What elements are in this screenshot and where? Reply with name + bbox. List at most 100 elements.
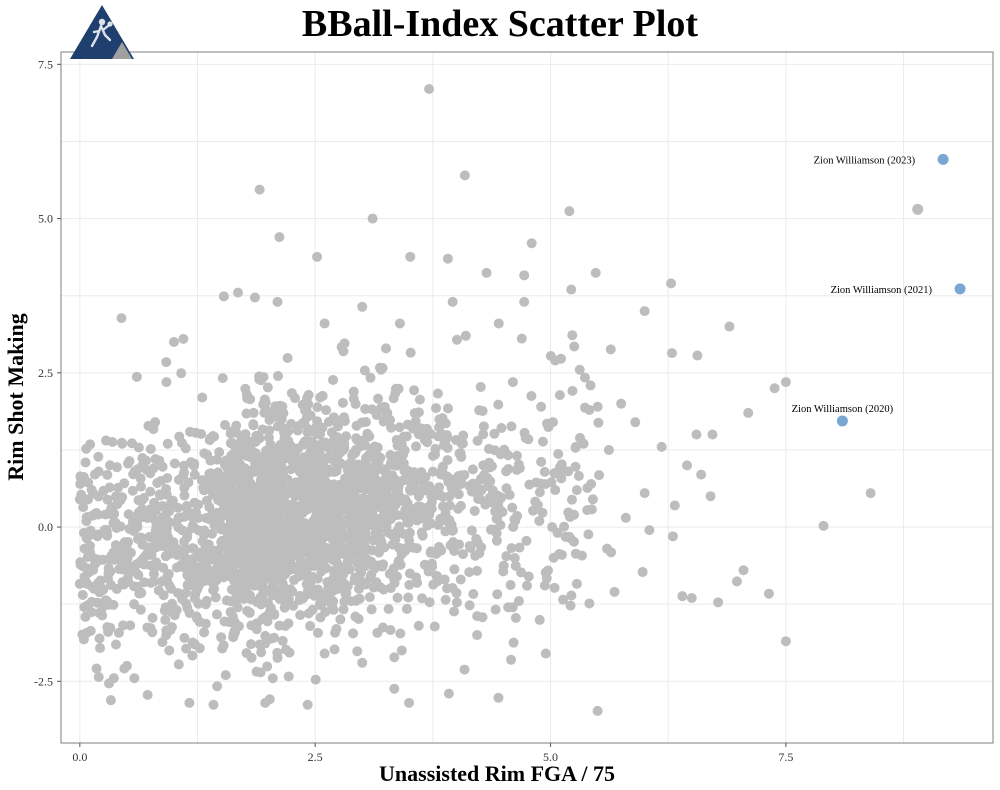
data-point (481, 267, 492, 278)
data-point (248, 407, 259, 418)
data-point (210, 484, 221, 495)
data-point (606, 547, 617, 558)
data-point (314, 449, 325, 460)
data-point (468, 589, 479, 600)
data-point (381, 343, 392, 354)
data-point (354, 583, 365, 594)
data-point (299, 436, 310, 447)
data-point (134, 588, 145, 599)
data-point (129, 673, 140, 684)
data-point (93, 491, 104, 502)
data-point (219, 616, 230, 627)
data-point (274, 506, 285, 517)
data-point (466, 486, 477, 497)
data-point (505, 580, 516, 591)
data-point (429, 621, 440, 632)
data-point (420, 472, 431, 483)
data-point (165, 625, 176, 636)
x-tick-label: 0.0 (72, 750, 87, 764)
data-point (78, 502, 89, 513)
data-point (443, 688, 454, 699)
data-point (77, 589, 88, 600)
data-point (468, 478, 479, 489)
data-point (335, 499, 346, 510)
data-point (404, 527, 415, 538)
data-point (263, 585, 274, 596)
data-point (87, 510, 98, 521)
data-point (302, 502, 313, 513)
data-point (126, 438, 137, 449)
data-point (348, 628, 359, 639)
data-point (240, 429, 251, 440)
data-point (506, 543, 517, 554)
data-point (208, 699, 219, 710)
data-point (472, 630, 483, 641)
data-point (352, 646, 363, 657)
data-point (616, 398, 627, 409)
data-point (377, 479, 388, 490)
data-point (262, 661, 273, 672)
data-point (231, 420, 242, 431)
data-point (552, 527, 563, 538)
data-point (491, 535, 502, 546)
data-point (865, 488, 876, 499)
data-point (567, 385, 578, 396)
data-point (242, 548, 253, 559)
data-point (508, 637, 519, 648)
data-point (493, 318, 504, 329)
data-point (436, 545, 447, 556)
data-point (319, 489, 330, 500)
data-point (493, 692, 504, 703)
data-point (393, 557, 404, 568)
data-point (105, 622, 116, 633)
data-point (442, 455, 453, 466)
data-point (265, 439, 276, 450)
data-point (489, 428, 500, 439)
point-label: Zion Williamson (2023) (814, 155, 916, 166)
data-point (161, 357, 172, 368)
data-point (367, 213, 378, 224)
data-point (217, 373, 228, 384)
data-point (93, 672, 104, 683)
data-point (536, 401, 547, 412)
data-point (135, 604, 146, 615)
data-point (316, 539, 327, 550)
data-point (564, 206, 575, 217)
data-point (442, 253, 453, 264)
data-point (163, 532, 174, 543)
data-point (266, 410, 277, 421)
data-point (362, 428, 373, 439)
y-tick-label: 0.0 (38, 520, 53, 534)
highlighted-point (954, 283, 966, 295)
data-point (432, 388, 443, 399)
data-point (434, 482, 445, 493)
data-point (187, 650, 198, 661)
data-point (707, 429, 718, 440)
point-label: Zion Williamson (2021) (831, 285, 933, 296)
data-point (204, 553, 215, 564)
data-point (267, 673, 278, 684)
data-point (229, 575, 240, 586)
data-point (331, 578, 342, 589)
data-point (124, 456, 135, 467)
data-point (394, 438, 405, 449)
data-point (167, 495, 178, 506)
data-point (81, 443, 92, 454)
data-point (169, 458, 180, 469)
data-point (254, 639, 265, 650)
data-point (440, 594, 451, 605)
data-point (286, 532, 297, 543)
data-point (100, 509, 111, 520)
data-point (295, 610, 306, 621)
data-point (113, 482, 124, 493)
data-point (225, 532, 236, 543)
data-point (121, 548, 132, 559)
data-point (96, 598, 107, 609)
data-point (375, 502, 386, 513)
data-point (159, 522, 170, 533)
highlighted-points (836, 153, 966, 427)
data-point (202, 449, 213, 460)
data-point (724, 321, 735, 332)
data-point (265, 633, 276, 644)
data-point (433, 431, 444, 442)
